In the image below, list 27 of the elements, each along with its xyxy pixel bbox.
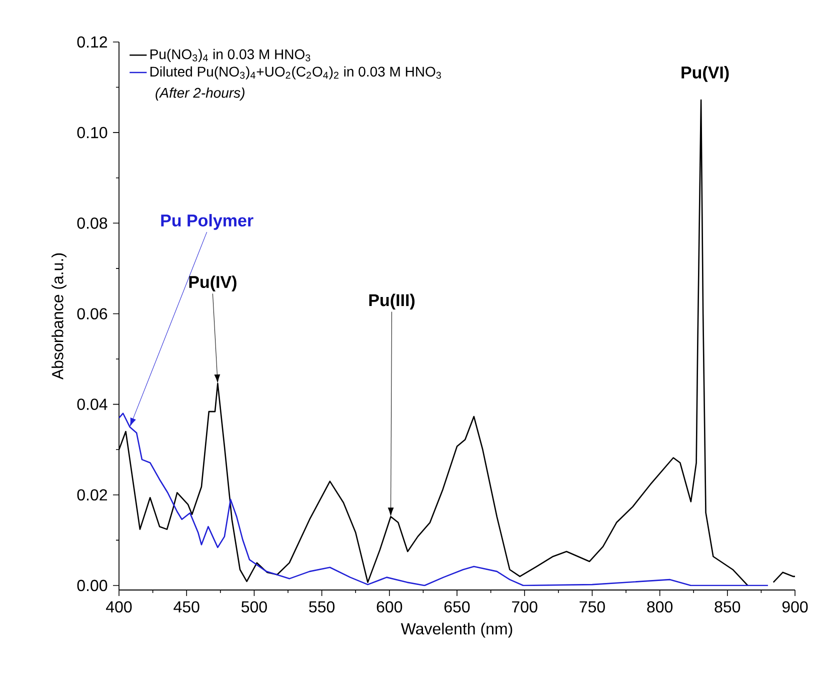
annotation: Pu Polymer [161, 214, 254, 230]
y-tick-label: 0.12 [77, 36, 107, 48]
x-tick-label: 650 [444, 601, 470, 613]
x-tick-label: 600 [376, 601, 402, 613]
y-tick-label: 0.00 [77, 580, 108, 592]
x-tick-label: 500 [242, 601, 267, 613]
y-tick-label: 0.02 [77, 489, 107, 501]
annotation: Pu(VI) [682, 66, 729, 82]
x-tick-label: 450 [174, 601, 200, 613]
y-tick-label: 0.06 [77, 308, 108, 320]
x-tick-label: 700 [512, 601, 538, 613]
x-axis-title: Wavelenth (nm) [400, 622, 512, 638]
x-tick-label: 800 [647, 601, 673, 613]
x-tick-label: 850 [714, 601, 740, 613]
annotation: (After 2-hours) [156, 88, 244, 101]
y-tick-label: 0.10 [77, 126, 108, 138]
x-tick-label: 750 [580, 601, 605, 613]
annotation: Pu(IV) [189, 276, 236, 292]
x-tick-label: 900 [782, 601, 808, 613]
annotation: Pu(III) [369, 294, 415, 310]
legend-label: Pu(NO$_{3}$)$_{4}$ in 0.03 M HNO$_{3}$ [150, 48, 310, 62]
y-tick-label: 0.08 [77, 217, 108, 229]
x-tick-label: 400 [106, 601, 132, 613]
y-tick-label: 0.04 [77, 398, 108, 410]
y-axis-title: Absorbance (a.u.) [52, 253, 66, 380]
text: Diluted Pu(NO$_{3}$)$_{4}$+UO$_{2}$(C$_{2}$O$_{4}$)$_{2}$ in 0.03 M HNO$_{3}$ [150, 66, 441, 80]
x-tick-label: 550 [309, 601, 335, 613]
